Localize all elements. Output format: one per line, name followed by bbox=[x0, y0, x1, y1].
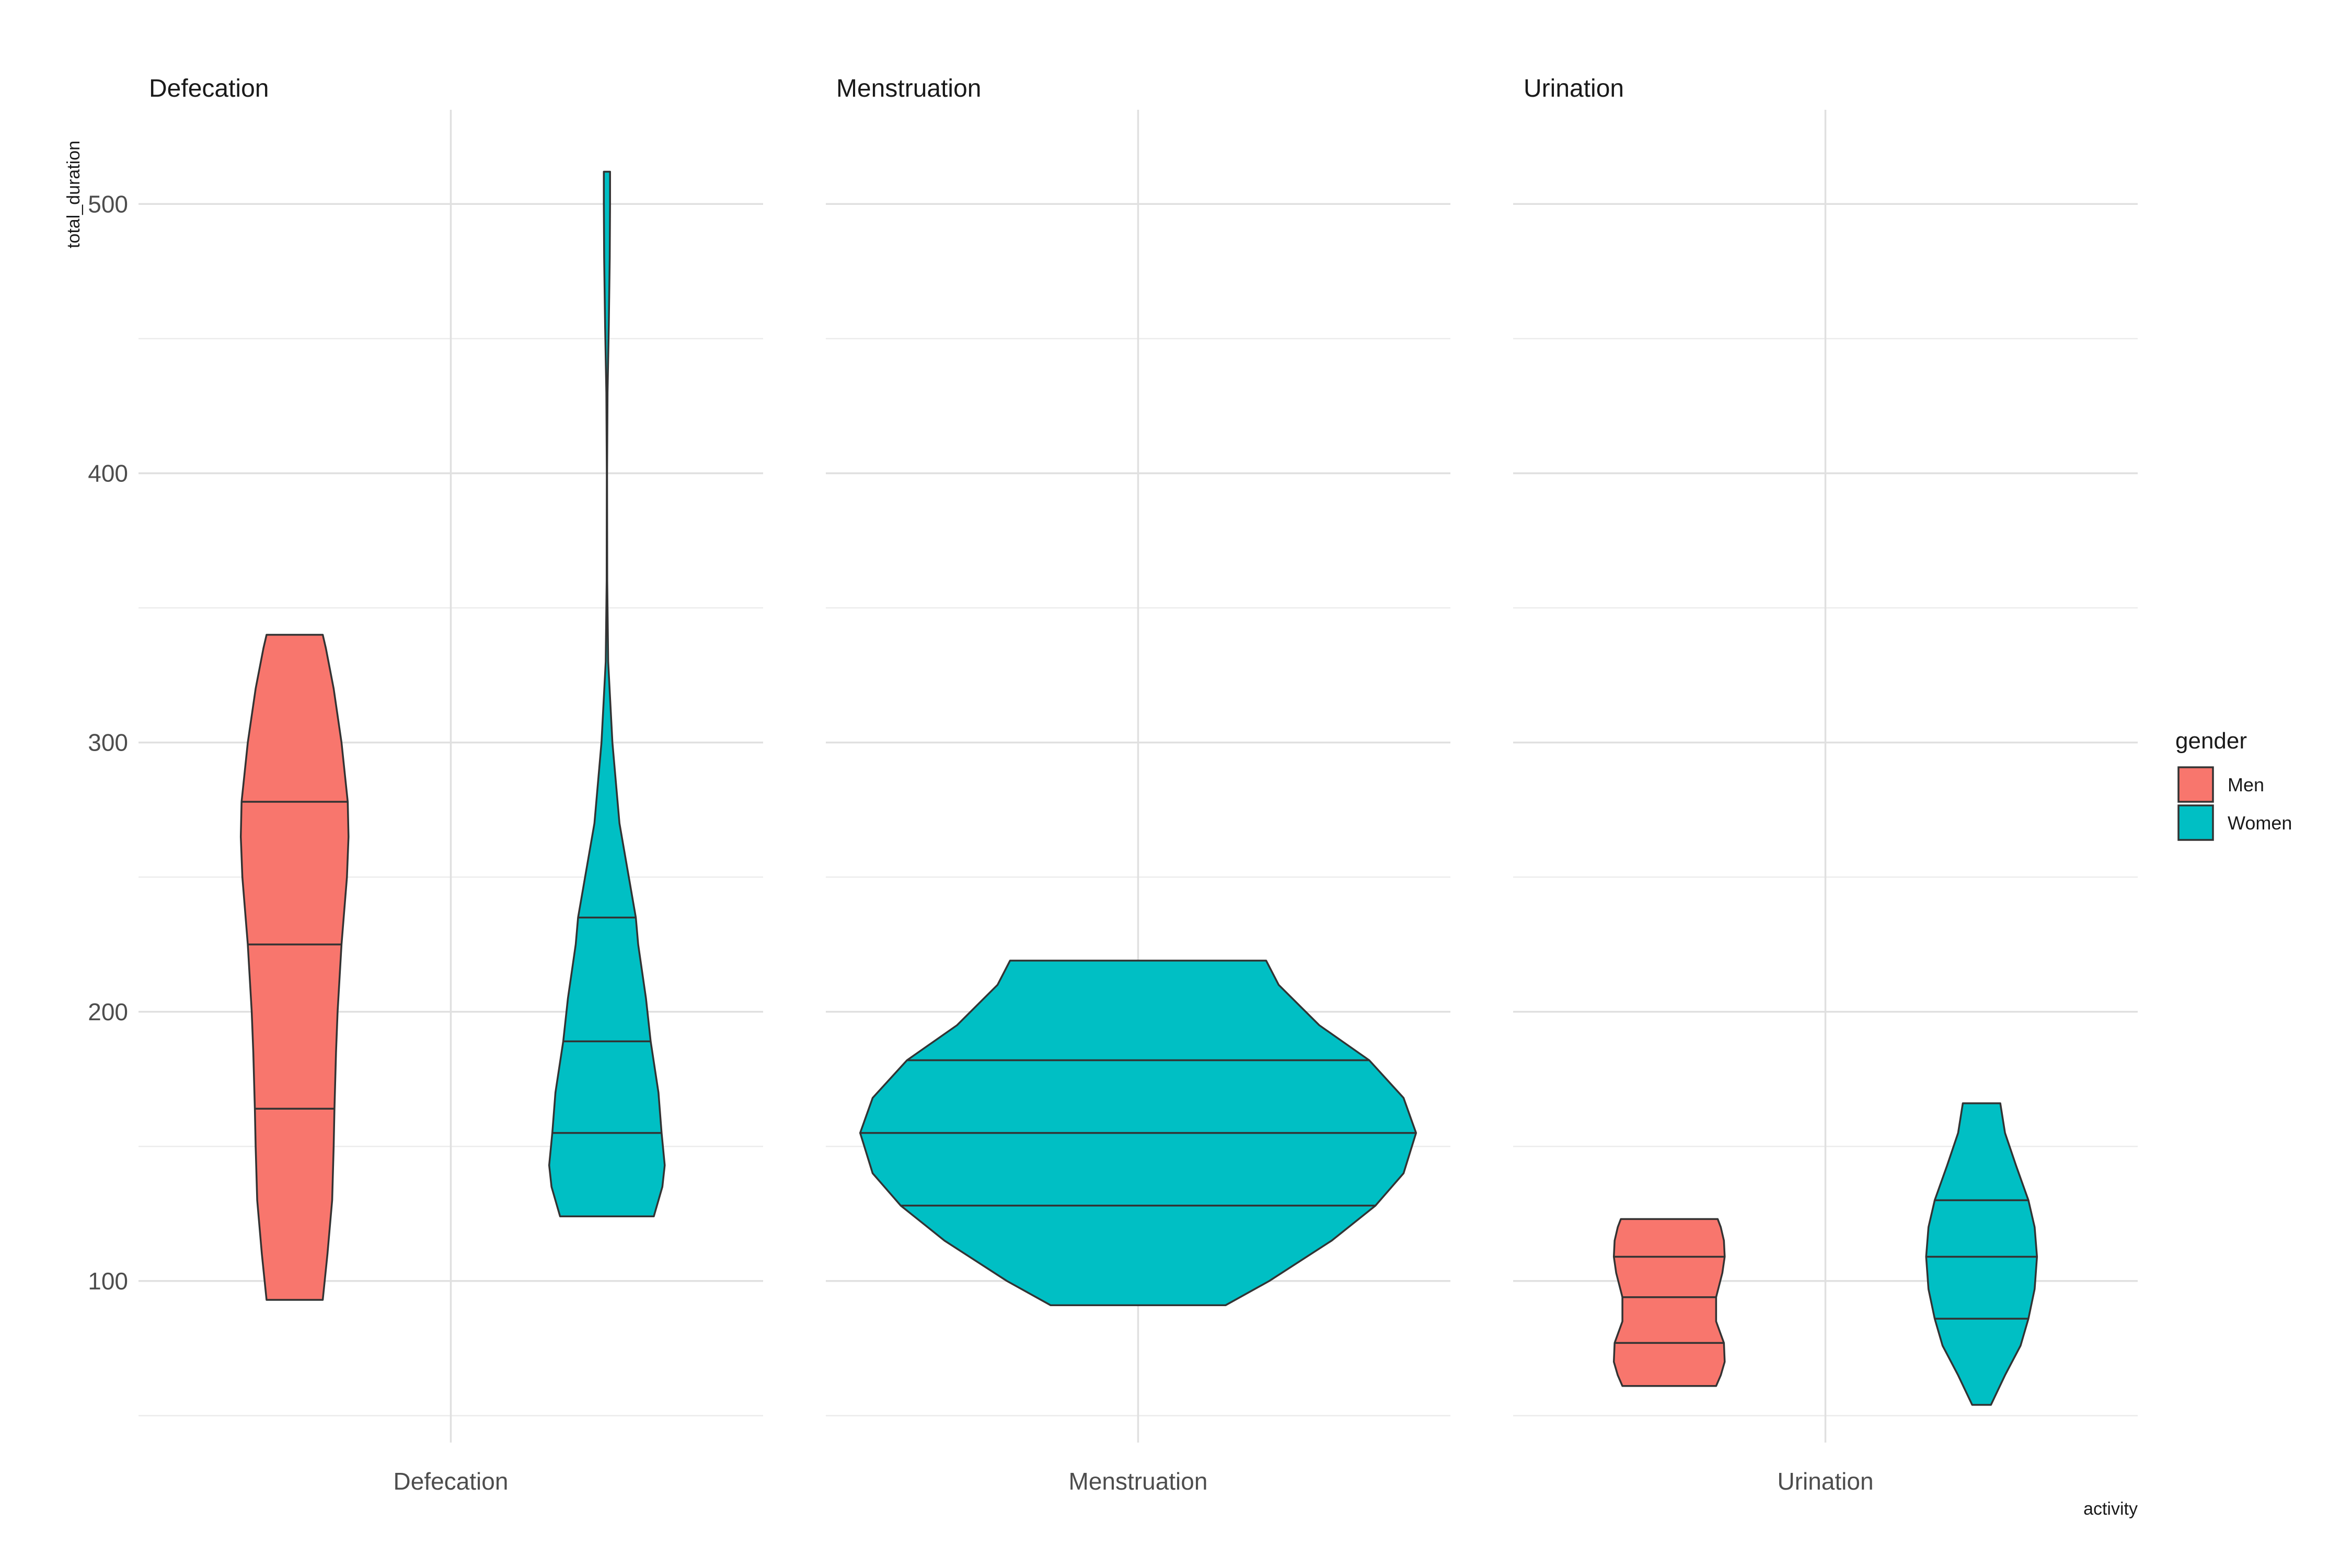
y-tick-label: 500 bbox=[88, 190, 128, 217]
facet-strip-title: Defecation bbox=[149, 75, 269, 102]
facet-panel-urination: Urination Urination bbox=[1513, 75, 2138, 1495]
x-tick-label: Urination bbox=[1777, 1468, 1873, 1495]
facet-panel-menstruation: Menstruation Menstruation bbox=[826, 75, 1450, 1495]
legend-key-women bbox=[2177, 804, 2214, 841]
legend-label: Women bbox=[2228, 812, 2292, 834]
x-tick-label: Defecation bbox=[394, 1468, 509, 1495]
facet-strip-title: Menstruation bbox=[836, 75, 981, 102]
violin-urination-men bbox=[1612, 1218, 1726, 1387]
violin-defecation-women bbox=[548, 170, 666, 1218]
x-axis-title: activity bbox=[2083, 1499, 2138, 1519]
violin-defecation-men bbox=[239, 633, 350, 1301]
facet-panel-defecation: Defecation Defecation 100 200 300 400 500 bbox=[88, 75, 763, 1495]
legend-label: Men bbox=[2228, 774, 2264, 795]
legend: gender Men Women bbox=[2175, 728, 2292, 841]
y-tick-label: 400 bbox=[88, 459, 128, 487]
y-tick-label: 100 bbox=[88, 1267, 128, 1295]
y-axis-title: total_duration bbox=[64, 141, 84, 248]
x-tick-label: Menstruation bbox=[1069, 1468, 1208, 1495]
violin-urination-women bbox=[1925, 1102, 2038, 1406]
y-tick-label: 300 bbox=[88, 729, 128, 756]
facet-strip-title: Urination bbox=[1524, 75, 1624, 102]
legend-title: gender bbox=[2175, 728, 2247, 754]
legend-key-men bbox=[2177, 766, 2214, 803]
y-tick-label: 200 bbox=[88, 998, 128, 1025]
